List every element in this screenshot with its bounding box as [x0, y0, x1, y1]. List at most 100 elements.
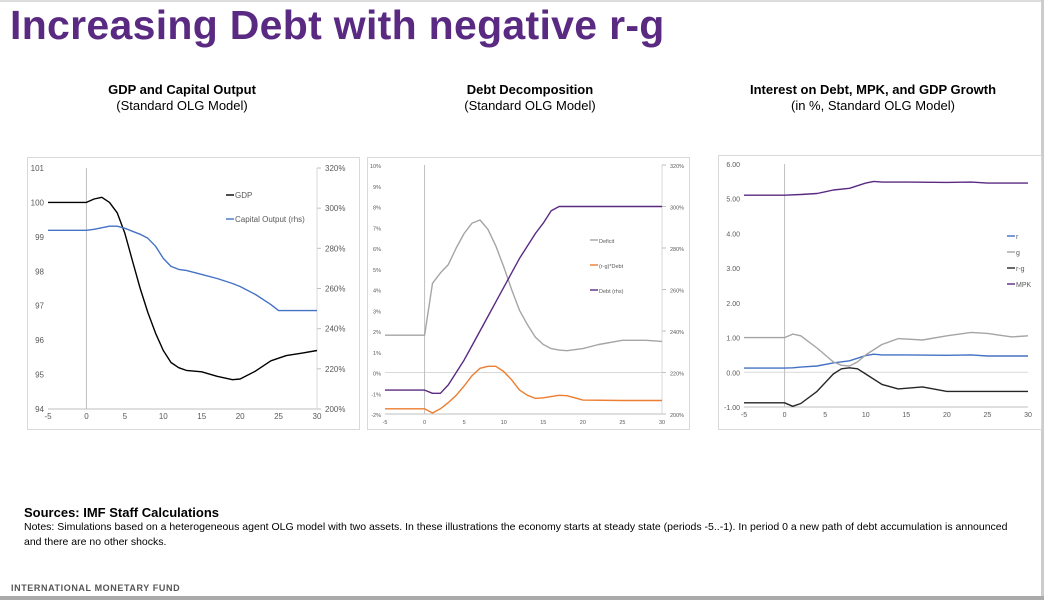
chart-1-subtitle: (Standard OLG Model): [116, 98, 248, 113]
legend-label: r-g: [1016, 266, 1025, 273]
legend-label: g: [1016, 250, 1020, 257]
y-tick-label: 3%: [373, 309, 381, 315]
x-tick-label: 5: [823, 412, 827, 419]
x-tick-label: 30: [659, 420, 665, 426]
y-tick-label: 99: [35, 233, 44, 242]
legend-label: Deficit: [599, 239, 615, 245]
x-tick-label: 30: [1024, 412, 1032, 419]
y-tick-label: 101: [31, 164, 45, 173]
y2-tick-label: 300%: [325, 204, 345, 213]
y-tick-label: 0%: [373, 372, 381, 378]
x-tick-label: -5: [741, 412, 747, 419]
x-tick-label: 25: [984, 412, 992, 419]
y2-tick-label: 280%: [670, 247, 684, 253]
x-tick-label: 0: [423, 420, 426, 426]
x-tick-label: 10: [159, 412, 168, 421]
chart-2-title: Debt Decomposition: [466, 82, 594, 97]
chart-1-heading: GDP and Capital Output (Standard OLG Mod…: [27, 82, 337, 114]
y2-tick-label: 220%: [670, 372, 684, 378]
series-line-deficit: [385, 219, 663, 352]
y-tick-label: -1.00: [724, 405, 740, 412]
x-tick-label: 15: [902, 412, 910, 419]
x-tick-label: 15: [197, 412, 206, 421]
y-tick-label: 5%: [373, 268, 381, 274]
legend-label: r: [1016, 234, 1019, 241]
chart-debt-decomposition: -5 0 5 10 15 20 25 30 -2% -1% 0% 1% 2% 3% 4% 5% 6% 7% 8% 9%…: [367, 157, 690, 430]
x-tick-label: 25: [274, 412, 283, 421]
series-line-mpk: [744, 180, 1028, 196]
x-tick-label: 30: [313, 412, 322, 421]
chart-1-title: GDP and Capital Output: [108, 82, 256, 97]
y2-tick-label: 320%: [670, 164, 684, 170]
chart-interest-mpk-growth: -5 0 5 10 15 20 25 30 -1.00 0.00 1.00 2.00 3.00 4.00 5…: [718, 155, 1042, 430]
chart-3-title: Interest on Debt, MPK, and GDP Growth: [749, 82, 997, 97]
y-tick-label: 4%: [373, 289, 381, 295]
x-tick-label: 10: [862, 412, 870, 419]
y-tick-label: 2.00: [726, 301, 740, 308]
x-tick-label: 10: [501, 420, 507, 426]
series-line-gdp: [48, 196, 318, 381]
chart-2-subtitle: (Standard OLG Model): [464, 98, 596, 113]
y-tick-label: 98: [35, 267, 44, 276]
y2-tick-label: 200%: [670, 413, 684, 419]
y2-tick-label: 260%: [670, 289, 684, 295]
x-tick-label: 0: [783, 412, 787, 419]
y-tick-label: 6%: [373, 247, 381, 253]
chart-3-heading: Interest on Debt, MPK, and GDP Growth (i…: [718, 82, 1028, 114]
x-tick-label: -5: [383, 420, 388, 426]
series-line-debt-rhs-: [385, 205, 662, 395]
chart-gdp-capital-output: -5 0 5 10 15 20 25 30 94 95 96 97 98 99 100 101 200% 220%…: [27, 157, 360, 430]
y-tick-label: 4.00: [726, 231, 740, 238]
y-tick-label: 3.00: [726, 266, 740, 273]
y-tick-label: 8%: [373, 206, 381, 212]
y-tick-label: 96: [35, 336, 44, 345]
y2-tick-label: 260%: [325, 285, 345, 294]
y2-tick-label: 320%: [325, 164, 345, 173]
series-line-capital-output-rhs-: [48, 225, 317, 312]
x-tick-label: 20: [580, 420, 586, 426]
y-tick-label: 94: [35, 405, 44, 414]
sources: Sources: IMF Staff Calculations: [24, 505, 220, 520]
y2-tick-label: 240%: [670, 330, 684, 336]
series-line-r: [744, 353, 1028, 369]
y2-tick-label: 280%: [325, 244, 345, 253]
series-line--r-g-debt: [385, 365, 662, 414]
x-tick-label: 25: [619, 420, 625, 426]
top-border: [0, 0, 1044, 2]
x-tick-label: -5: [44, 412, 52, 421]
notes: Notes: Simulations based on a heterogene…: [24, 521, 1008, 548]
series-line-g: [744, 331, 1029, 367]
y-tick-label: -2%: [371, 413, 381, 419]
y-tick-label: 10%: [370, 164, 381, 170]
x-tick-label: 5: [123, 412, 128, 421]
y-tick-label: 1.00: [726, 336, 740, 343]
bottom-border: [0, 596, 1044, 600]
slide-title: Increasing Debt with negative r-g: [10, 2, 665, 48]
y-tick-label: 7%: [373, 226, 381, 232]
legend-label: GDP: [235, 191, 252, 200]
y2-tick-label: 200%: [325, 405, 345, 414]
y2-tick-label: 300%: [670, 206, 684, 212]
x-tick-label: 20: [236, 412, 245, 421]
legend-label: Debt (rhs): [599, 289, 624, 295]
legend-label: MPK: [1016, 282, 1032, 289]
footer-imf: INTERNATIONAL MONETARY FUND: [11, 583, 181, 593]
y-tick-label: 0.00: [726, 370, 740, 377]
y-tick-label: 100: [31, 198, 45, 207]
y-tick-label: 6.00: [726, 162, 740, 169]
y-tick-label: 5.00: [726, 197, 740, 204]
x-tick-label: 15: [540, 420, 546, 426]
x-tick-label: 5: [463, 420, 466, 426]
y-tick-label: 97: [35, 302, 44, 311]
chart-2-heading: Debt Decomposition (Standard OLG Model): [375, 82, 685, 114]
y-tick-label: 9%: [373, 185, 381, 191]
legend-label: (r-g)*Debt: [599, 264, 624, 270]
y-tick-label: 1%: [373, 351, 381, 357]
series-line-r-g: [744, 367, 1028, 408]
y-tick-label: 95: [35, 371, 44, 380]
right-border: [1041, 0, 1044, 600]
y2-tick-label: 220%: [325, 365, 345, 374]
y-tick-label: -1%: [371, 392, 381, 398]
y2-tick-label: 240%: [325, 325, 345, 334]
x-tick-label: 0: [84, 412, 89, 421]
